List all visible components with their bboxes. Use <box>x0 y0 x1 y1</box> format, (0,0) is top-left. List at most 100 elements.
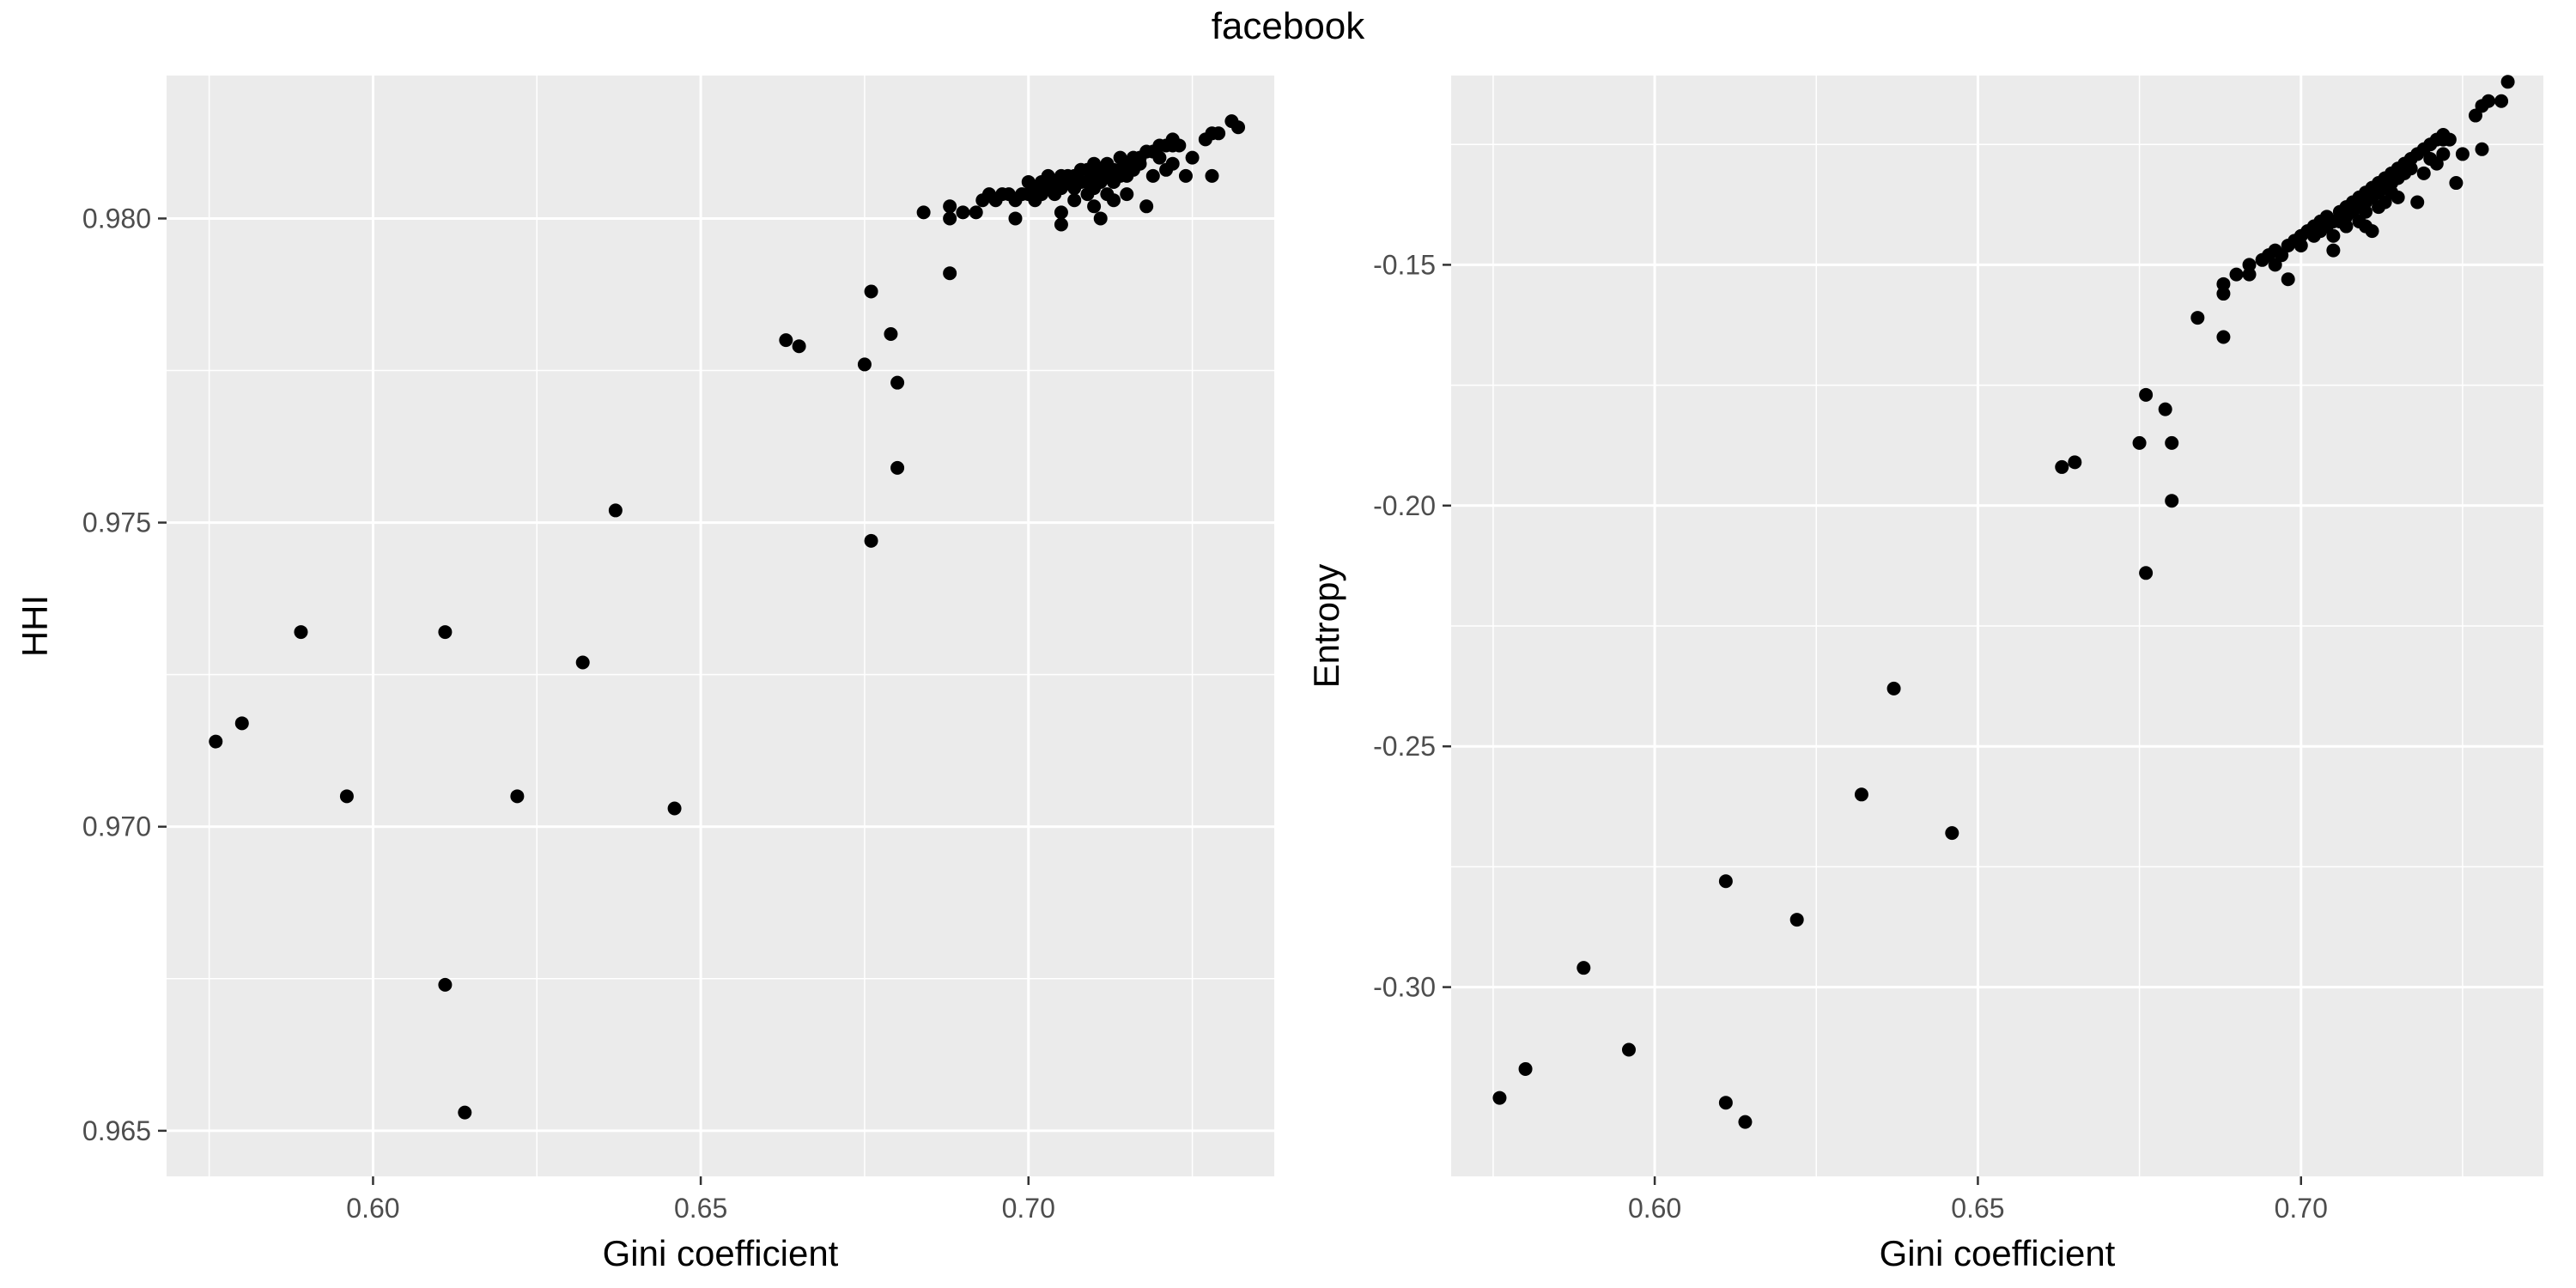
hhi-data-point <box>1067 193 1082 208</box>
hhi-data-point <box>667 801 682 816</box>
hhi-data-point <box>1152 150 1167 165</box>
hhi-data-point <box>1212 126 1226 141</box>
entropy-data-point <box>2216 287 2231 301</box>
hhi-data-point <box>234 716 249 731</box>
hhi-data-point <box>779 333 793 348</box>
hhi-data-point <box>1087 199 1102 214</box>
hhi-data-point <box>1172 138 1187 153</box>
hhi-data-point <box>1205 168 1219 183</box>
hhi-y-axis-title: HHI <box>15 595 55 657</box>
hhi-data-point <box>890 460 905 475</box>
entropy-data-point <box>2139 566 2154 580</box>
hhi-data-point <box>438 977 453 992</box>
entropy-data-point <box>2326 228 2341 243</box>
hhi-data-point <box>916 205 931 220</box>
entropy-data-point <box>2139 387 2154 402</box>
entropy-data-point <box>1718 874 1733 889</box>
entropy-data-point <box>2216 330 2231 344</box>
entropy-data-point <box>2165 494 2179 508</box>
entropy-data-point <box>1577 961 1591 975</box>
entropy-data-point <box>2158 402 2172 416</box>
hhi-data-point <box>864 284 878 299</box>
hhi-data-point <box>209 734 223 749</box>
hhi-data-point <box>294 625 308 640</box>
entropy-data-point <box>1886 681 1901 696</box>
entropy-data-point <box>2229 267 2244 282</box>
entropy-data-point <box>1718 1096 1733 1110</box>
entropy-data-point <box>2242 267 2257 282</box>
entropy-data-point <box>2132 435 2147 450</box>
hhi-data-point <box>857 357 872 372</box>
entropy-data-point <box>2216 276 2231 291</box>
entropy-data-point <box>1854 787 1868 802</box>
hhi-y-tick-label: 0.965 <box>82 1115 151 1146</box>
hhi-data-point <box>575 655 590 670</box>
hhi-data-point <box>608 503 623 518</box>
hhi-data-point <box>1133 156 1147 171</box>
entropy-data-point <box>2494 94 2509 108</box>
hhi-y-tick-label: 0.970 <box>82 811 151 842</box>
hhi-x-tick-label: 0.70 <box>1002 1193 1055 1224</box>
entropy-data-point <box>2429 156 2444 171</box>
entropy-data-point <box>2068 455 2082 470</box>
hhi-scatter-panel: 0.60 0.65 0.70 0.965 0.970 0.975 0.980 Gini coe… <box>15 76 1274 1273</box>
entropy-data-point <box>2359 204 2373 219</box>
entropy-data-point <box>1492 1091 1507 1105</box>
hhi-data-point <box>1165 156 1180 171</box>
hhi-data-point <box>943 199 957 214</box>
entropy-data-point <box>2468 108 2482 123</box>
hhi-data-point <box>969 205 983 220</box>
hhi-data-point <box>1231 120 1246 135</box>
hhi-data-point <box>438 625 453 640</box>
hhi-data-point <box>458 1105 472 1120</box>
hhi-data-point <box>956 205 970 220</box>
entropy-x-tick-label: 0.65 <box>1951 1193 2004 1224</box>
entropy-data-point <box>2442 132 2457 147</box>
entropy-y-tick-label: -0.25 <box>1373 731 1436 762</box>
hhi-data-point <box>1106 193 1121 208</box>
hhi-data-point <box>1145 168 1160 183</box>
hhi-x-tick-label: 0.60 <box>346 1193 399 1224</box>
hhi-y-tick-label: 0.975 <box>82 507 151 538</box>
hhi-data-point <box>339 789 354 804</box>
hhi-y-tick-label: 0.980 <box>82 203 151 234</box>
entropy-data-point <box>2293 238 2308 252</box>
hhi-data-point <box>890 375 905 390</box>
entropy-data-point <box>2482 94 2496 108</box>
entropy-x-tick-label: 0.70 <box>2275 1193 2328 1224</box>
entropy-y-tick-label: -0.20 <box>1373 490 1436 521</box>
entropy-data-point <box>2281 272 2295 287</box>
hhi-panel-background <box>167 76 1274 1176</box>
entropy-data-point <box>2500 75 2515 89</box>
entropy-data-point <box>2449 176 2464 191</box>
entropy-data-point <box>2378 195 2392 210</box>
page-title: facebook <box>1211 5 1365 47</box>
entropy-data-point <box>1518 1061 1533 1076</box>
hhi-data-point <box>1139 199 1154 214</box>
entropy-data-point <box>2403 161 2418 176</box>
hhi-data-point <box>884 327 898 342</box>
entropy-y-tick-label: -0.15 <box>1373 249 1436 280</box>
entropy-data-point <box>1738 1115 1753 1129</box>
entropy-x-tick-label: 0.60 <box>1628 1193 1681 1224</box>
entropy-data-point <box>1789 913 1804 927</box>
hhi-data-point <box>1054 217 1068 232</box>
entropy-data-point <box>2242 258 2257 272</box>
hhi-data-point <box>792 339 806 354</box>
hhi-data-point <box>1008 211 1023 226</box>
entropy-x-axis-title: Gini coefficient <box>1880 1233 2116 1273</box>
entropy-data-point <box>2391 190 2405 204</box>
entropy-data-point <box>2268 258 2282 272</box>
entropy-data-point <box>2365 224 2379 239</box>
entropy-data-point <box>2455 147 2470 161</box>
entropy-data-point <box>2410 195 2425 210</box>
hhi-data-point <box>1120 187 1134 202</box>
hhi-data-point <box>943 211 957 226</box>
entropy-data-point <box>2436 147 2451 161</box>
entropy-y-axis-title: Entropy <box>1306 564 1346 689</box>
entropy-scatter-panel: 0.60 0.65 0.70 -0.30 -0.25 -0.20 -0.15 Gini coe… <box>1306 75 2543 1273</box>
hhi-x-axis-title: Gini coefficient <box>603 1233 839 1273</box>
hhi-data-point <box>510 789 525 804</box>
hhi-data-point <box>943 266 957 281</box>
